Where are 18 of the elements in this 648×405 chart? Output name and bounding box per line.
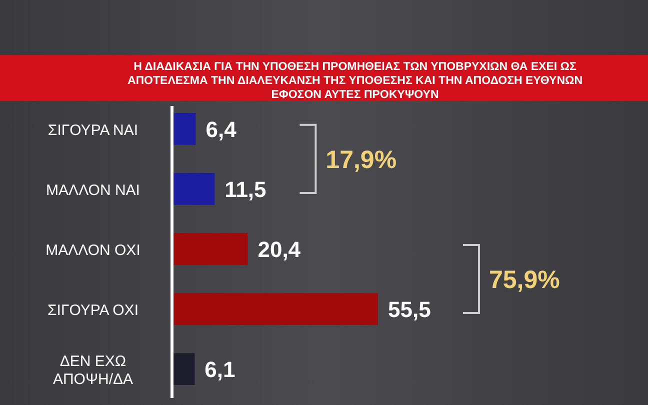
y-tick-label: ΔΕΝ ΕΧΩ ΑΠΟΨΗ/ΔΑ	[52, 353, 134, 388]
data-label: 6,1	[204, 357, 236, 382]
y-tick-label: ΣΙΓΟΥΡΑ ΝΑΙ	[48, 122, 138, 139]
data-label: 55,5	[388, 297, 431, 322]
bar	[172, 173, 215, 205]
data-label: 11,5	[224, 176, 266, 202]
bar	[172, 113, 196, 145]
data-label: 6,4	[206, 116, 238, 142]
chart-title: Η ΔΙΑΔΙΚΑΣΙΑ ΓΙΑ ΤΗΝ ΥΠΟΘΕΣΗ ΠΡΟΜΗΘΕΙΑΣ ΤΩΝ ΥΠΟΒΡΥΧΙΩΝ ΘΑ ΕΧΕΙ ΩΣ ΑΠΟΤΕΛΕΣΜΑ ΤΗΝ ΔΙΑΛΕΥΚΑΝΣΗ ΤΗΣ ΥΠΟΘΕΣΗΣ ΚΑΙ ΤΗΝ ΑΠΟΔΟΣΗ ΕΥΘΥΝΩΝ ΕΦΟΣΟΝ ΑΥΤΕΣ ΠΡΟΚΥΨΟΥΝ	[127, 61, 583, 101]
y-tick-label: ΣΙΓΟΥΡΑ ΟΧΙ	[48, 302, 138, 320]
data-label: 20,4	[258, 237, 302, 262]
y-tick-label: ΜΑΛΛΟΝ ΝΑΙ	[46, 182, 140, 199]
y-tick-label: ΜΑΛΛΟΝ ΟΧΙ	[46, 242, 140, 259]
bar	[172, 293, 378, 325]
annotation: 17,9%	[326, 146, 397, 174]
bar	[172, 353, 195, 385]
bar	[172, 233, 248, 265]
text: 75,9%	[489, 266, 560, 294]
